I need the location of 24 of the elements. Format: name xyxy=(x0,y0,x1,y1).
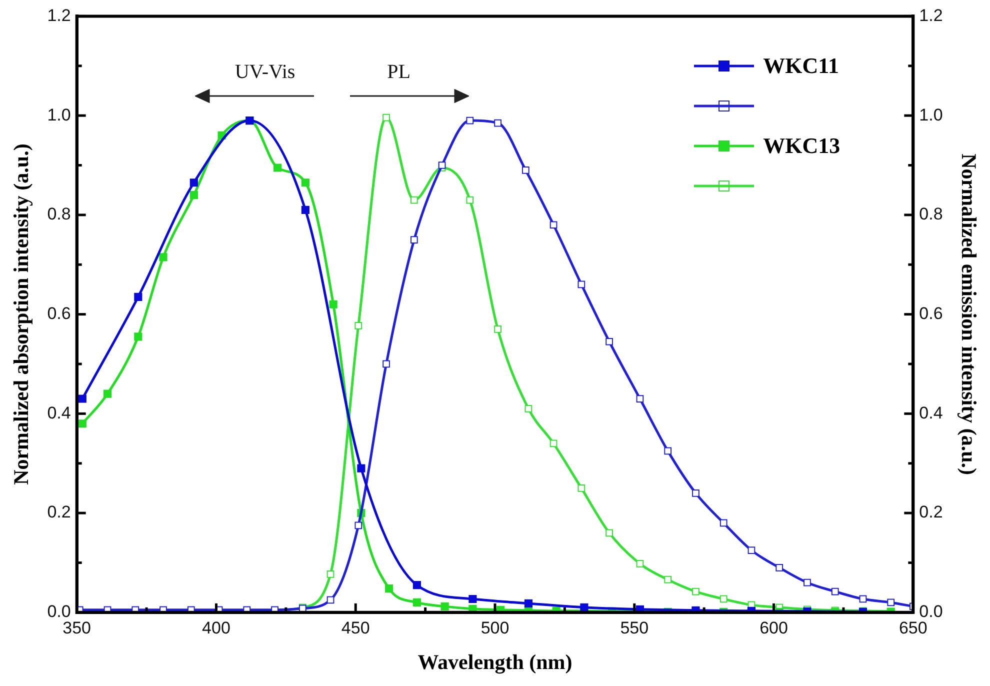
y2-tick-label: 0.8 xyxy=(919,204,943,224)
y-axis-title: Normalized absorption intensity (a.u.) xyxy=(9,144,34,485)
y2-axis-title: Normalized emission intensity (a.u.) xyxy=(956,154,981,476)
x-tick-label: 500 xyxy=(480,618,510,638)
y-tick-label: 0.6 xyxy=(47,304,71,323)
y2-tick-label: 1.2 xyxy=(919,6,943,25)
y-tick-label: 1.0 xyxy=(47,105,71,124)
y2-tick-label: 0.2 xyxy=(919,502,943,522)
annotation: UV-Vis xyxy=(234,61,296,84)
x-axis-title: Wavelength (nm) xyxy=(418,650,572,674)
x-tick-label: 550 xyxy=(620,618,649,638)
y-tick-label: 1.2 xyxy=(47,6,71,25)
x-tick-label: 600 xyxy=(760,618,788,638)
y-tick-label: 0.4 xyxy=(47,403,71,422)
y-tick-label: 0.8 xyxy=(47,204,71,224)
y-tick-label: 0.2 xyxy=(47,502,71,522)
annotation: PL xyxy=(387,61,410,84)
legend-label: WKC11 xyxy=(763,53,839,80)
y2-tick-label: 0.6 xyxy=(919,304,943,323)
x-tick-label: 450 xyxy=(341,618,370,638)
x-tick-label: 400 xyxy=(202,618,230,638)
y2-tick-label: 0.4 xyxy=(919,403,943,422)
legend-label: WKC13 xyxy=(763,133,840,160)
y2-tick-label: 1.0 xyxy=(919,105,943,124)
